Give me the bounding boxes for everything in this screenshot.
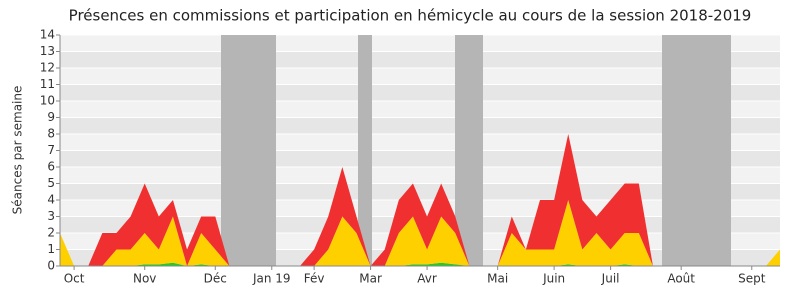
x-tick-label: Déc: [204, 272, 227, 286]
x-tick-label: Oct: [64, 272, 85, 286]
y-tick-label: 12: [40, 61, 55, 75]
y-tick-label: 3: [47, 209, 55, 223]
y-tick-label: 10: [40, 94, 55, 108]
x-tick-label: Nov: [133, 272, 156, 286]
y-tick-label: 13: [40, 44, 55, 58]
y-tick-label: 2: [47, 226, 55, 240]
x-tick-label: Mar: [359, 272, 382, 286]
chart-title: Présences en commissions et participatio…: [69, 7, 752, 25]
x-tick-label: Sept: [738, 272, 766, 286]
areas: [60, 134, 780, 266]
y-tick-label: 6: [47, 160, 55, 174]
y-tick-label: 11: [40, 77, 55, 91]
x-tick-label: Avr: [417, 272, 437, 286]
x-tick-label: Juil: [601, 272, 620, 286]
vacation-bands: [221, 35, 731, 266]
y-tick-label: 7: [47, 143, 55, 157]
y-tick-label: 1: [47, 242, 55, 256]
vacation-band: [662, 35, 731, 266]
x-tick-label: Jan 19: [252, 272, 291, 286]
y-axis-label: Séances par semaine: [11, 86, 25, 215]
x-tick-label: Fév: [304, 272, 325, 286]
area: [60, 134, 780, 266]
x-tick-label: Juin: [542, 272, 565, 286]
y-tick-label: 5: [47, 176, 55, 190]
y-tick-label: 4: [47, 193, 55, 207]
y-tick-label: 8: [47, 127, 55, 141]
y-tick-label: 14: [40, 28, 55, 42]
vacation-band: [358, 35, 372, 266]
y-tick-label: 0: [47, 259, 55, 273]
x-tick-label: Mai: [487, 272, 508, 286]
vacation-band: [455, 35, 483, 266]
vacation-band: [221, 35, 276, 266]
y-tick-label: 9: [47, 110, 55, 124]
x-tick-label: Août: [667, 272, 695, 286]
